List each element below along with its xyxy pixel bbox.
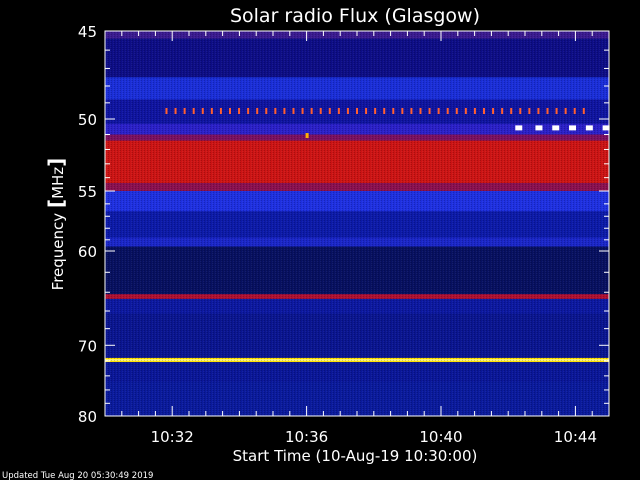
- y-axis-label-main: Frequency: [49, 208, 67, 290]
- y-axis: 45 50 55 60 70 80: [78, 23, 609, 426]
- burst-tick: [283, 108, 286, 114]
- burst-tick: [183, 108, 186, 114]
- burst-tick: [464, 108, 467, 114]
- burst-tick: [238, 108, 241, 114]
- burst-tick: [192, 108, 195, 114]
- burst-tick: [365, 108, 368, 114]
- burst-tick: [555, 108, 558, 114]
- burst-marker: [535, 125, 543, 131]
- y-axis-label-bracket-open: [: [44, 199, 68, 208]
- burst-tick: [219, 108, 222, 114]
- burst-tick: [274, 108, 277, 114]
- burst-tick: [346, 108, 349, 114]
- burst-tick: [446, 108, 449, 114]
- y-tick-label: 80: [78, 408, 97, 426]
- burst-marker: [585, 125, 593, 131]
- burst-tick: [383, 108, 386, 114]
- bursts-layer: [165, 108, 610, 139]
- burst-tick: [310, 108, 313, 114]
- burst-tick: [319, 108, 322, 114]
- burst-tick: [292, 108, 295, 114]
- updated-timestamp: Updated Tue Aug 20 05:30:49 2019: [2, 471, 153, 480]
- burst-tick: [265, 108, 268, 114]
- burst-marker: [552, 125, 560, 131]
- burst-marker: [602, 125, 610, 131]
- burst-tick: [428, 108, 431, 114]
- burst-tick: [582, 108, 585, 114]
- burst-tick: [437, 108, 440, 114]
- burst-tick: [483, 108, 485, 114]
- burst-tick: [228, 108, 231, 114]
- burst-tick: [455, 108, 458, 114]
- plot-texture: [105, 31, 609, 416]
- burst-tick: [501, 108, 504, 114]
- burst-tick: [419, 108, 422, 114]
- burst-tick: [573, 108, 576, 114]
- burst-tick: [401, 108, 404, 114]
- y-axis-label: Frequency [MHz]: [44, 158, 68, 291]
- burst-tick: [174, 108, 177, 114]
- burst-tick: [355, 108, 358, 114]
- burst-marker: [515, 125, 523, 131]
- burst-tick: [210, 108, 213, 114]
- y-tick-label: 50: [78, 111, 97, 129]
- burst-tick: [537, 108, 540, 114]
- y-tick-label: 45: [78, 23, 97, 41]
- burst-tick: [564, 108, 567, 114]
- burst-tick: [519, 108, 522, 114]
- y-tick-label: 70: [78, 337, 97, 355]
- burst-tick: [256, 108, 259, 114]
- y-tick-label: 60: [78, 243, 97, 261]
- burst-tick: [492, 108, 495, 114]
- x-tick-label: 10:40: [419, 428, 462, 446]
- burst-tick: [247, 108, 250, 114]
- burst-tick: [301, 108, 304, 114]
- burst-tick: [392, 108, 395, 114]
- burst-tick: [528, 108, 531, 114]
- burst-tick: [328, 108, 331, 114]
- y-axis-label-bracket-close: ]: [44, 158, 68, 167]
- burst-tick: [473, 108, 476, 114]
- y-axis-label-unit: MHz: [49, 167, 67, 199]
- burst-tick: [510, 108, 513, 114]
- burst-tick: [374, 108, 377, 114]
- x-axis-label: Start Time (10-Aug-19 10:30:00): [233, 447, 478, 465]
- x-tick-label: 10:44: [554, 428, 597, 446]
- burst-spot: [305, 133, 309, 139]
- burst-marker: [569, 125, 577, 131]
- x-tick-label: 10:36: [285, 428, 328, 446]
- burst-tick: [165, 108, 168, 114]
- burst-tick: [546, 108, 549, 114]
- chart-title: Solar radio Flux (Glasgow): [230, 5, 480, 27]
- x-axis: 10:32 10:36 10:40 10:44: [121, 31, 597, 446]
- y-tick-label: 55: [78, 183, 97, 201]
- burst-tick: [337, 108, 340, 114]
- x-tick-label: 10:32: [151, 428, 194, 446]
- burst-tick: [410, 108, 413, 114]
- burst-tick: [201, 108, 204, 114]
